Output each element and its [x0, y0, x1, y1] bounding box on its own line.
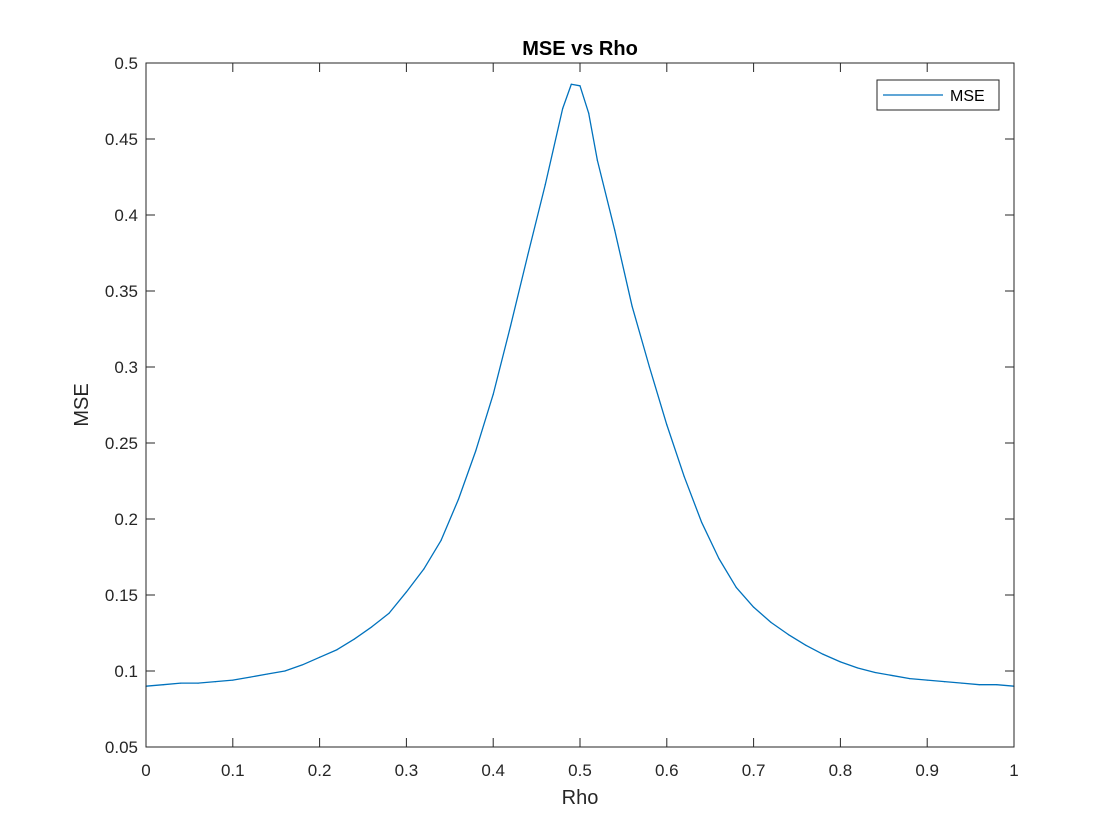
data-point: [961, 682, 963, 684]
data-point: [527, 253, 529, 256]
data-point: [180, 682, 182, 684]
x-tick-label: 0.2: [308, 761, 332, 780]
x-tick-label: 0.5: [568, 761, 592, 780]
y-tick-label: 0.35: [105, 282, 138, 301]
x-tick-label: 0.6: [655, 761, 679, 780]
y-tick-label: 0.2: [114, 510, 138, 529]
y-tick-label: 0.4: [114, 206, 138, 225]
data-point: [457, 498, 460, 500]
y-tick-label: 0.3: [114, 358, 138, 377]
y-tick-label: 0.15: [105, 586, 138, 605]
data-point: [648, 366, 651, 368]
data-point: [475, 450, 477, 452]
data-point: [162, 684, 164, 686]
data-point: [874, 671, 876, 674]
data-point: [588, 112, 590, 114]
data-point: [570, 83, 572, 85]
y-axis: 0.05 0.1 0.15 0.2 0.25 0.3 0.35 0.4 0.45 0.5: [105, 54, 1014, 757]
data-point: [284, 670, 286, 672]
x-axis: 0 0.1 0.2 0.3 0.4 0.5 0.6 0.7 0.8 0.9 1: [141, 63, 1019, 780]
data-point: [666, 424, 668, 426]
data-point: [388, 612, 390, 614]
data-point: [700, 521, 703, 523]
data-point: [214, 681, 217, 683]
data-point: [509, 325, 512, 327]
data-point: [614, 229, 616, 231]
data-point: [579, 85, 581, 87]
data-point: [353, 638, 355, 640]
data-point: [787, 633, 789, 636]
data-point: [492, 393, 494, 395]
legend-label: MSE: [950, 88, 985, 105]
data-point: [249, 676, 251, 678]
data-point: [371, 626, 373, 628]
data-point: [336, 649, 338, 651]
x-tick-label: 0.9: [915, 761, 939, 780]
data-point: [735, 586, 737, 589]
x-tick-label: 0.7: [742, 761, 766, 780]
x-tick-label: 0.4: [481, 761, 505, 780]
data-point: [822, 653, 824, 655]
x-tick-label: 1: [1009, 761, 1018, 780]
x-tick-label: 0.8: [829, 761, 853, 780]
y-tick-label: 0.45: [105, 130, 138, 149]
x-tick-label: 0.1: [221, 761, 245, 780]
series-layer: [145, 83, 1015, 687]
data-point: [405, 591, 407, 593]
y-tick-label: 0.1: [114, 662, 138, 681]
x-tick-label: 0.3: [395, 761, 419, 780]
data-point: [562, 108, 564, 110]
data-point: [301, 664, 303, 666]
data-point: [996, 684, 998, 686]
data-point: [978, 684, 980, 686]
data-point: [319, 656, 321, 658]
data-point: [753, 606, 755, 608]
x-tick-label: 0: [141, 761, 150, 780]
chart-title: MSE vs Rho: [522, 38, 638, 60]
data-point: [891, 674, 894, 677]
data-point: [440, 539, 442, 541]
plot-area: [146, 63, 1014, 747]
data-point: [857, 667, 859, 669]
y-tick-label: 0.05: [105, 738, 138, 757]
data-point: [596, 159, 598, 161]
data-point: [631, 305, 633, 307]
data-point: [839, 661, 842, 663]
x-axis-label: Rho: [562, 787, 599, 809]
data-point: [544, 184, 546, 186]
data-point: [197, 682, 199, 684]
data-point: [232, 679, 234, 681]
data-point: [770, 621, 772, 623]
data-point: [266, 673, 269, 675]
data-point: [909, 678, 911, 680]
data-point: [683, 475, 685, 478]
data-point: [718, 557, 720, 560]
legend: MSE: [876, 79, 1000, 111]
data-point: [943, 681, 946, 683]
data-point: [805, 644, 807, 646]
y-tick-label: 0.5: [114, 54, 138, 73]
y-tick-label: 0.25: [105, 434, 138, 453]
data-point: [926, 679, 928, 681]
y-axis-label: MSE: [71, 383, 93, 426]
data-point: [423, 568, 425, 570]
